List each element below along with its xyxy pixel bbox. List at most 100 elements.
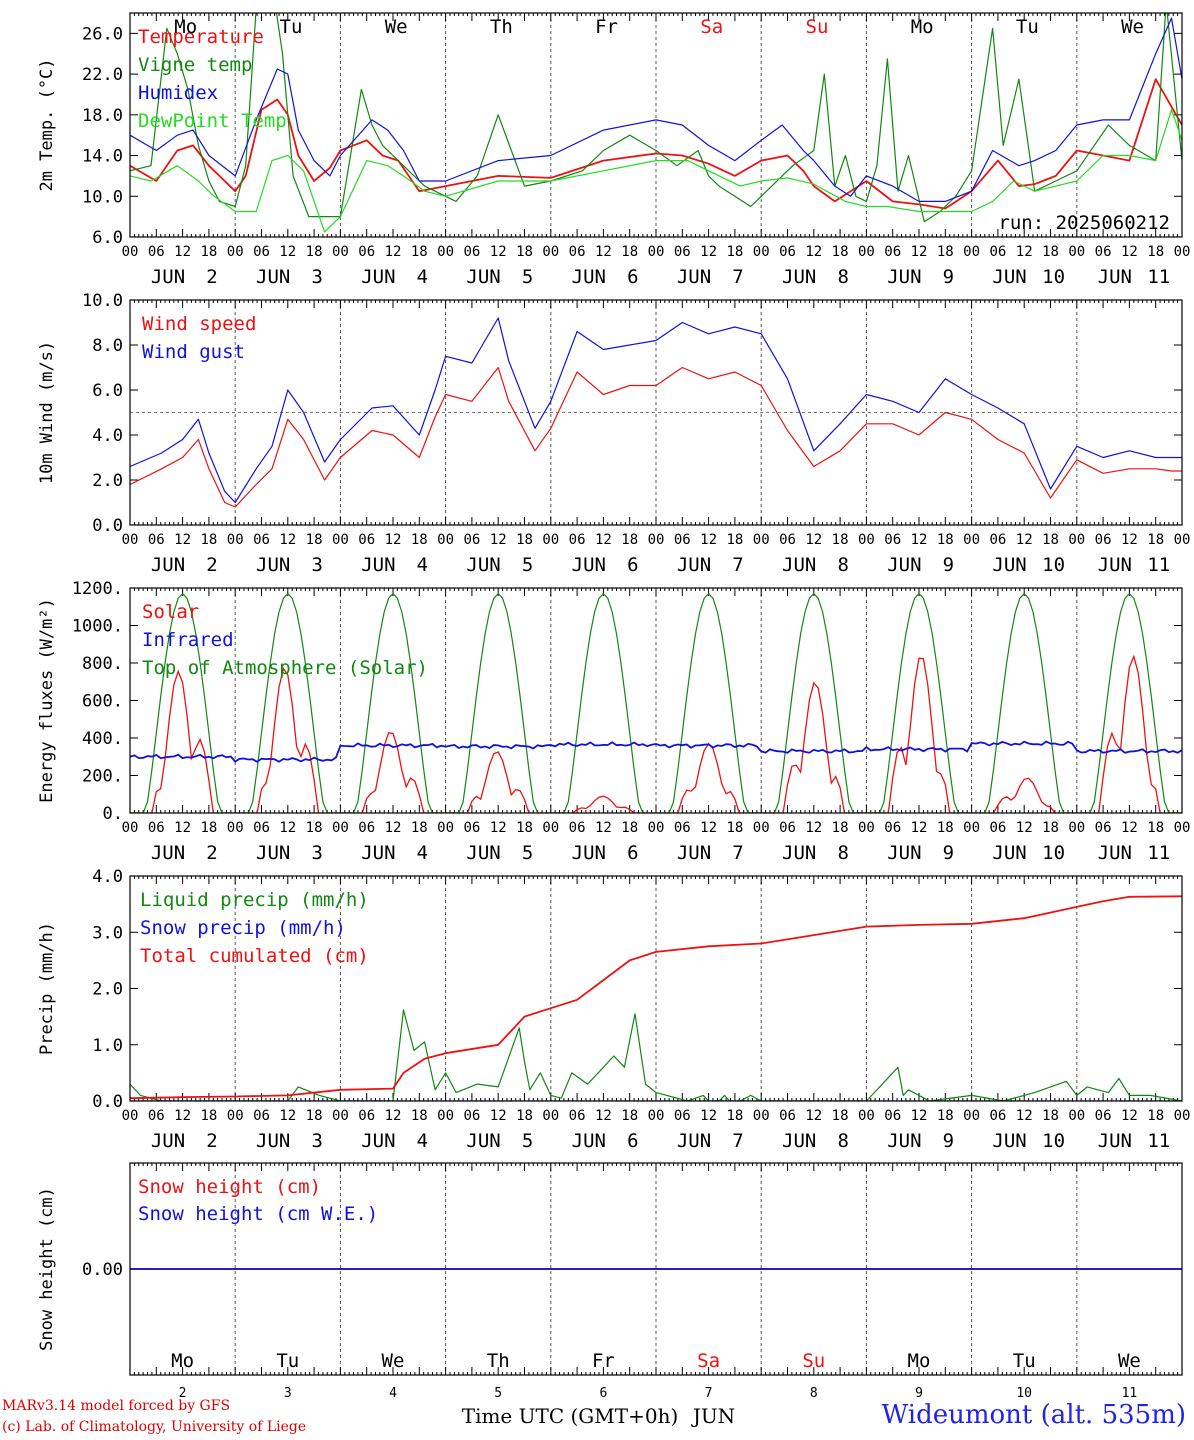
y-tick-label: 400. (82, 729, 123, 749)
hour-tick-label: 12 (805, 820, 822, 836)
station-title: Wideumont (alt. 535m) (881, 1400, 1186, 1430)
hour-tick-label: 18 (306, 1108, 323, 1124)
hour-tick-label: 12 (174, 532, 191, 548)
day-number-label: 5 (494, 1386, 502, 1401)
month-label: JUN (466, 1130, 500, 1152)
month-label: JUN (151, 842, 185, 864)
hour-tick-label: 12 (279, 1108, 296, 1124)
legend-entry: Vigne temp (138, 54, 252, 76)
hour-tick-label: 06 (779, 532, 796, 548)
hour-tick-label: 00 (648, 244, 665, 260)
hour-tick-label: 18 (200, 1108, 217, 1124)
hour-tick-label: 00 (1068, 820, 1085, 836)
hour-tick-label: 00 (1068, 532, 1085, 548)
hour-tick-label: 12 (385, 820, 402, 836)
hour-tick-label: 00 (332, 1108, 349, 1124)
hour-tick-label: 12 (174, 244, 191, 260)
hour-tick-label: 06 (674, 532, 691, 548)
hour-tick-label: 18 (306, 244, 323, 260)
day-number-label: 7 (705, 1386, 713, 1401)
hour-tick-label: 00 (122, 820, 139, 836)
hour-tick-label: 12 (595, 1108, 612, 1124)
day-number-label: 11 (1122, 1386, 1138, 1401)
hour-tick-label: 06 (569, 244, 586, 260)
panel-wind: 0.0 2.0 4.0 6.0 8.0 10.0 10m Wind (m/s) Wind sp… (37, 291, 1190, 576)
y-tick-label: 1.0 (92, 1036, 123, 1056)
hour-tick-label: 06 (148, 244, 165, 260)
day-label: 7 (732, 266, 743, 288)
month-label: JUN (256, 1130, 290, 1152)
hour-tick-label: 06 (989, 244, 1006, 260)
hour-tick-label: 00 (437, 244, 454, 260)
day-label: 2 (206, 554, 217, 576)
weekday-label: We (1121, 16, 1144, 38)
hour-tick-label: 18 (1042, 1108, 1059, 1124)
hour-tick-label: 12 (700, 1108, 717, 1124)
hour-tick-label: 12 (700, 532, 717, 548)
hour-tick-label: 12 (1016, 820, 1033, 836)
hour-tick-label: 18 (1042, 244, 1059, 260)
day-label: 8 (837, 842, 848, 864)
y-tick-label: 3.0 (92, 923, 123, 943)
panel-precip: 0.0 1.0 2.0 3.0 4.0 Precip (mm/h) Liquid preci… (37, 867, 1190, 1152)
hour-tick-label: 00 (1068, 1108, 1085, 1124)
month-label: JUN (1098, 266, 1132, 288)
y-tick-label: 0.0 (92, 1092, 123, 1112)
hour-tick-label: 12 (595, 820, 612, 836)
series-line (130, 109, 1182, 233)
hour-tick-label: 06 (884, 1108, 901, 1124)
hour-tick-label: 18 (832, 820, 849, 836)
month-label: JUN (361, 554, 395, 576)
hour-tick-label: 06 (358, 532, 375, 548)
month-label: JUN (572, 1130, 606, 1152)
day-label: 4 (417, 266, 428, 288)
hour-tick-label: 06 (989, 532, 1006, 548)
hour-tick-label: 18 (306, 532, 323, 548)
hour-tick-label: 18 (516, 532, 533, 548)
y-tick-label: 22.0 (82, 65, 123, 85)
weekday-label: Fr (592, 1350, 615, 1372)
series-group (130, 895, 1182, 1101)
hour-tick-label: 12 (279, 532, 296, 548)
legend-entry: Liquid precip (mm/h) (140, 889, 369, 911)
hour-tick-label: 12 (911, 1108, 928, 1124)
weekday-label: Mo (911, 16, 934, 38)
month-label: JUN (677, 266, 711, 288)
day-label: 6 (627, 842, 638, 864)
legend-entry: Infrared (142, 629, 234, 651)
month-label: JUN (887, 842, 921, 864)
hour-tick-label: 00 (1174, 532, 1191, 548)
month-label: JUN (1098, 1130, 1132, 1152)
y-tick-label: 200. (82, 767, 123, 787)
month-label: JUN (466, 554, 500, 576)
y-tick-label: 1200. (72, 579, 123, 599)
hour-tick-label: 00 (227, 820, 244, 836)
hour-tick-label: 12 (911, 532, 928, 548)
hour-tick-label: 06 (989, 820, 1006, 836)
x-axis-label: Time UTC (GMT+0h) (462, 1404, 679, 1428)
panel-temperature: 6.0 10.0 14.0 18.0 22.0 26.0 2m Temp. (°C) Temp… (37, 12, 1190, 288)
legend-entry: Temperature (138, 26, 264, 48)
y-tick-label: 18.0 (82, 106, 123, 126)
hour-tick-label: 06 (989, 1108, 1006, 1124)
hour-tick-label: 18 (516, 244, 533, 260)
hour-tick-label: 00 (753, 1108, 770, 1124)
panel-energy: 0. 200. 400. 600. 800. 1000. 1200. Energy fluxe… (37, 579, 1190, 864)
day-label: 6 (627, 554, 638, 576)
month-label: JUN (572, 266, 606, 288)
hour-tick-label: 18 (621, 532, 638, 548)
legend-entry: Humidex (138, 82, 218, 104)
weekday-label: Sa (700, 16, 723, 38)
y-tick-label: 800. (82, 654, 123, 674)
hour-tick-label: 06 (779, 244, 796, 260)
day-label: 7 (732, 1130, 743, 1152)
y-tick-label: 0.0 (92, 516, 123, 536)
hour-tick-label: 12 (279, 820, 296, 836)
hour-tick-label: 18 (411, 244, 428, 260)
month-label: JUN (1098, 554, 1132, 576)
hour-tick-label: 12 (174, 820, 191, 836)
legend-entry: Snow height (cm W.E.) (138, 1203, 378, 1225)
hour-tick-label: 06 (253, 820, 270, 836)
hour-tick-label: 18 (726, 244, 743, 260)
